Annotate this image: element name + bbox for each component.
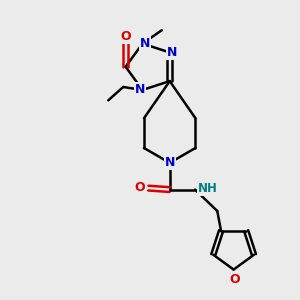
Text: NH: NH [197,182,218,195]
Text: O: O [230,273,240,286]
Text: O: O [120,30,131,43]
Text: N: N [164,156,175,169]
Text: N: N [167,46,177,59]
Text: N: N [135,83,145,97]
Text: N: N [140,37,150,50]
Text: O: O [134,181,145,194]
